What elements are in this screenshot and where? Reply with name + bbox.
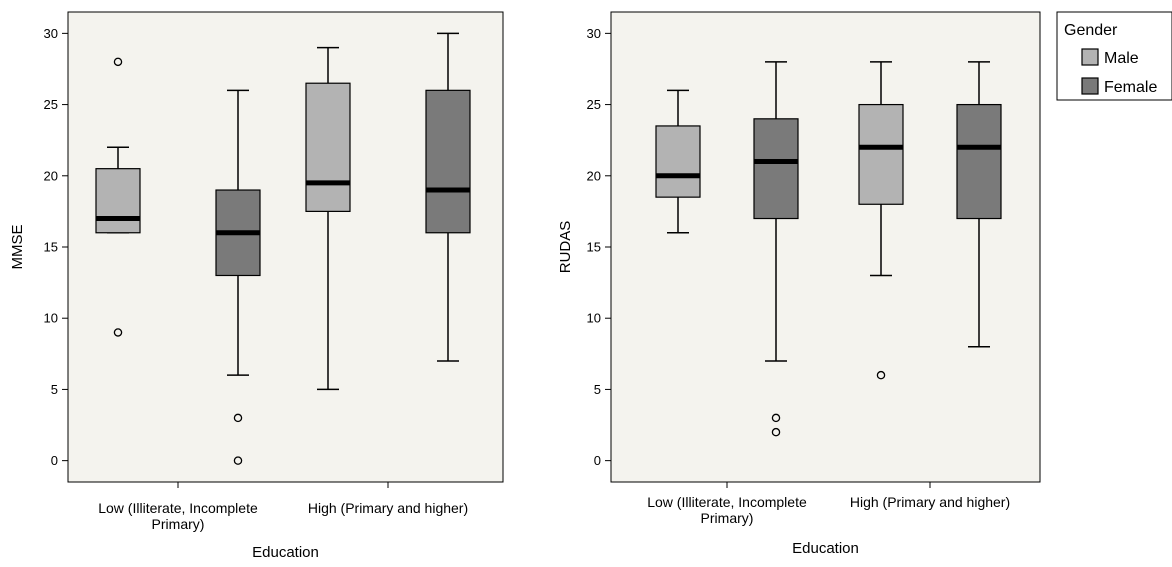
legend-label-female: Female xyxy=(1104,79,1157,96)
legend-swatch-male xyxy=(1081,48,1099,66)
x-tick-label: High (Primary and higher) xyxy=(308,500,468,516)
box-body xyxy=(753,118,799,220)
box-female-1 xyxy=(425,32,471,362)
outlier-point xyxy=(113,328,123,337)
outlier-point xyxy=(233,456,243,465)
x-tick-label: Low (Illiterate, Incomplete xyxy=(647,494,807,510)
y-tick-label: 30 xyxy=(587,26,601,41)
y-tick-label: 5 xyxy=(51,382,58,397)
box-body xyxy=(425,89,471,234)
plot-area xyxy=(67,11,504,483)
x-tick-label: Low (Illiterate, Incomplete xyxy=(98,500,258,516)
y-tick-label: 10 xyxy=(44,311,58,326)
y-axis-title: MMSE xyxy=(9,225,26,270)
x-axis-title: Education xyxy=(252,544,319,561)
box-male-1 xyxy=(305,46,351,391)
y-tick-label: 20 xyxy=(44,168,58,183)
box-female-1 xyxy=(956,61,1002,348)
box-body xyxy=(305,82,351,212)
box-body xyxy=(95,168,141,234)
y-tick-label: 20 xyxy=(587,168,601,183)
x-tick-label: Primary) xyxy=(152,516,205,532)
x-tick-label: Primary) xyxy=(701,510,754,526)
panel-mmse: 0 5 10 15 20 25 30 MMSE Low (Illiterate, Incompl… xyxy=(9,11,504,561)
outlier-point xyxy=(876,370,886,380)
outlier-point xyxy=(771,427,781,437)
y-tick-label: 25 xyxy=(44,97,58,112)
outlier-point xyxy=(771,413,781,423)
box-male-0 xyxy=(95,57,141,337)
legend-swatch-female xyxy=(1081,77,1099,95)
y-tick-label: 10 xyxy=(587,311,601,326)
outlier-point xyxy=(113,57,123,67)
legend-label-male: Male xyxy=(1104,50,1139,67)
box-female-0 xyxy=(753,61,799,437)
legend: Gender Male Female xyxy=(1056,11,1172,101)
legend-frame xyxy=(1056,11,1172,101)
outlier-point xyxy=(233,413,243,423)
y-tick-label: 5 xyxy=(594,382,601,397)
y-axis-title: RUDAS xyxy=(557,221,574,274)
y-tick-label: 15 xyxy=(44,240,58,255)
box-body xyxy=(858,103,904,205)
box-male-1 xyxy=(858,61,904,380)
y-tick-label: 25 xyxy=(587,97,601,112)
box-body xyxy=(956,103,1002,220)
y-tick-label: 0 xyxy=(594,453,601,468)
legend-title: Gender xyxy=(1064,22,1118,39)
y-tick-label: 15 xyxy=(587,240,601,255)
box-female-0 xyxy=(215,89,261,465)
x-tick-label: High (Primary and higher) xyxy=(850,494,1010,510)
box-male-0 xyxy=(655,89,701,234)
x-axis-title: Education xyxy=(792,540,859,557)
box-body xyxy=(655,125,701,198)
panel-rudas: 0 5 10 15 20 25 30 RUDAS Low (Illiterate, Incomp… xyxy=(557,11,1041,557)
plot-area xyxy=(610,11,1041,483)
y-tick-label: 0 xyxy=(51,453,58,468)
y-tick-label: 30 xyxy=(44,26,58,41)
